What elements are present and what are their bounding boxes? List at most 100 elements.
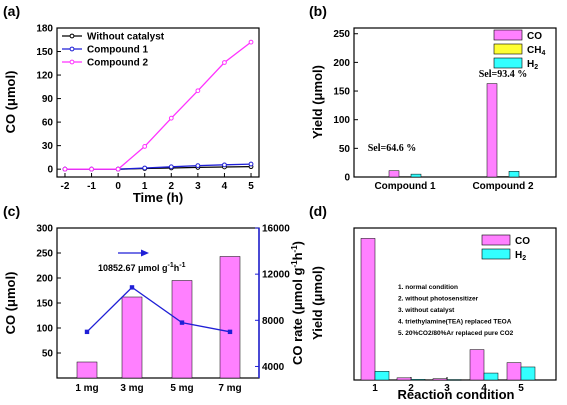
y2-tick-label: 8000	[262, 316, 285, 327]
x-tick-label: 1	[372, 383, 378, 394]
x-tick-label: -1	[87, 181, 96, 192]
y-tick-label: 180	[36, 24, 53, 35]
panel-label-b: (b)	[309, 3, 327, 19]
legend-subscript: 2	[522, 255, 526, 262]
rate-point	[179, 320, 185, 325]
annotation-part: h	[174, 263, 180, 273]
legend-label: CH4	[527, 45, 545, 57]
rate-point	[84, 329, 90, 335]
data-point	[222, 60, 227, 65]
bar	[520, 366, 536, 381]
bar	[121, 296, 143, 379]
legend-label: CO	[527, 31, 542, 42]
y-tick-label: 200	[36, 274, 53, 285]
series-line-3	[65, 41, 252, 170]
plot-frame-b	[353, 27, 557, 178]
x-tick-label: 5 mg	[170, 383, 193, 394]
y2-label-part: )	[290, 241, 305, 245]
y-axis-label: Yield (μmol)	[310, 65, 325, 139]
y-axis-label: CO (μmol)	[3, 71, 18, 134]
y-axis-label: CO (μmol)	[3, 272, 18, 335]
bar	[76, 361, 98, 379]
x-axis-label: Reaction condition	[398, 387, 515, 402]
bar	[432, 378, 448, 381]
annotation-sel-2: Sel=93.4 %	[479, 69, 527, 80]
bar	[497, 176, 509, 178]
legend-label: H2	[527, 59, 538, 71]
bar	[469, 349, 485, 381]
bar	[508, 171, 520, 178]
panel-a: (a) 0 30 60 90 120 150 180 -2 -1 0 1 2 3 4 5 Time (h) CO …	[3, 3, 260, 205]
legend-swatch	[481, 234, 511, 246]
annotation-rate: 10852.67 μmol g-1h-1	[98, 262, 186, 273]
plot-frame-d	[353, 227, 557, 381]
x-tick-label: Compound 1	[374, 181, 436, 192]
y-tick-label: 250	[36, 249, 53, 260]
legend-swatch	[481, 248, 511, 260]
y2-label-superscript: -1	[290, 260, 299, 268]
condition-item: 2. without photosensitizer	[398, 296, 479, 303]
y-axis-label: Yield (μmol)	[310, 266, 325, 340]
y-tick-label: 50	[339, 144, 351, 155]
data-point	[248, 161, 254, 167]
rate-line	[86, 286, 231, 333]
y-tick-label: 30	[42, 141, 54, 152]
y-tick-label: 150	[36, 47, 53, 58]
x-tick-label: 4	[222, 181, 228, 192]
legend-subscript: 2	[534, 64, 538, 71]
y2-tick-label: 4000	[262, 362, 285, 373]
plot-frame-a	[56, 27, 260, 178]
legend-label: Compound 2	[87, 58, 149, 69]
legend-swatch	[493, 57, 523, 69]
x-tick-label: 2	[169, 181, 175, 192]
y-tick-label: 150	[333, 87, 350, 98]
y-tick-label: 250	[333, 29, 350, 40]
y2-tick-label: 16000	[262, 224, 290, 235]
data-point	[62, 166, 68, 172]
data-point	[248, 39, 254, 45]
x-tick-label: 3 mg	[120, 383, 143, 394]
x-tick-label: 2	[408, 383, 414, 394]
y2-axis-label: CO rate (μmol g-1h-1)	[290, 241, 305, 365]
y-tick-label: 90	[42, 94, 54, 105]
x-tick-label: 3	[444, 383, 450, 394]
x-tick-label: 5	[248, 181, 254, 192]
legend-marker	[69, 59, 75, 65]
x-tick-label: 1	[142, 181, 148, 192]
legend-subscript: 4	[541, 50, 545, 57]
y-tick-label: 120	[36, 71, 53, 82]
condition-item: 4. triethylamine(TEA) replaced TEOA	[398, 319, 512, 326]
annotation-superscript: -1	[179, 262, 185, 269]
x-axis-label: Time (h)	[133, 190, 183, 205]
y-tick-label: 0	[47, 165, 53, 176]
legend-label: Without catalyst	[87, 32, 165, 43]
data-point	[115, 166, 121, 172]
x-tick-label: 1 mg	[75, 383, 98, 394]
bar	[446, 379, 462, 381]
bar	[410, 173, 422, 178]
y-tick-label: 150	[36, 299, 53, 310]
bar	[360, 238, 376, 381]
data-point	[195, 163, 201, 169]
data-point	[168, 115, 174, 121]
bar	[399, 176, 411, 178]
legend-label: CO	[515, 236, 530, 247]
data-point	[195, 88, 201, 94]
bar	[396, 377, 412, 381]
data-point	[89, 166, 94, 172]
annotation-arrowhead	[141, 249, 149, 257]
bar	[219, 256, 241, 379]
y-tick-label: 100	[36, 324, 53, 335]
y-tick-label: 300	[36, 224, 53, 235]
legend-label: H2	[515, 250, 526, 262]
panel-label-c: (c)	[3, 203, 20, 219]
legend-marker	[69, 33, 75, 39]
bar	[374, 371, 390, 381]
panel-d: (d) Yield (μmol) Reaction condition 1 2 3 4 5 CO…	[309, 203, 557, 402]
y2-tick-label: 12000	[262, 270, 290, 281]
y-tick-label: 100	[333, 115, 350, 126]
y-tick-label: 60	[42, 118, 54, 129]
panel-label-a: (a)	[3, 3, 20, 19]
bar	[410, 379, 426, 381]
